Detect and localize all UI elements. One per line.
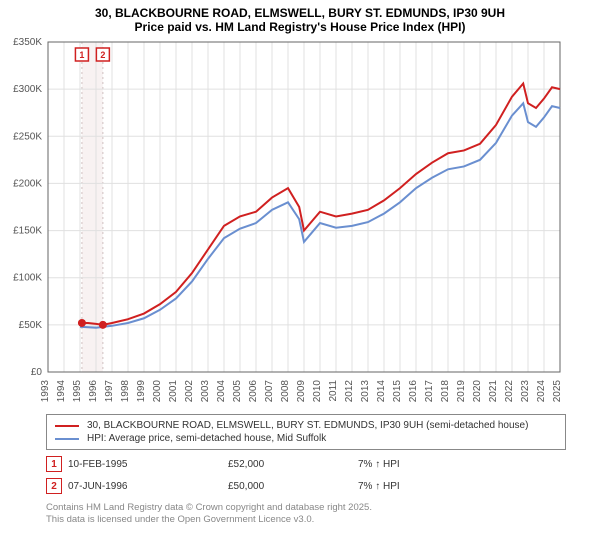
x-tick-label: 2019 bbox=[456, 380, 467, 403]
x-tick-label: 2010 bbox=[312, 380, 323, 403]
legend-swatch bbox=[55, 438, 79, 440]
x-tick-label: 2024 bbox=[536, 380, 547, 403]
x-tick-label: 2001 bbox=[168, 380, 179, 403]
x-tick-label: 2011 bbox=[328, 380, 339, 402]
x-tick-label: 2016 bbox=[408, 380, 419, 403]
y-tick-label: £0 bbox=[31, 367, 43, 378]
y-tick-label: £150K bbox=[13, 226, 42, 237]
x-tick-label: 2006 bbox=[248, 380, 259, 403]
sale-point bbox=[99, 321, 107, 329]
attribution-line-1: Contains HM Land Registry data © Crown c… bbox=[46, 502, 594, 514]
x-tick-label: 2007 bbox=[264, 380, 275, 403]
y-tick-label: £350K bbox=[13, 38, 42, 48]
legend-swatch bbox=[55, 425, 79, 427]
sale-point bbox=[78, 319, 86, 327]
y-tick-label: £100K bbox=[13, 273, 42, 284]
title-line-1: 30, BLACKBOURNE ROAD, ELMSWELL, BURY ST.… bbox=[6, 6, 594, 20]
sale-row: 2 07-JUN-1996£50,0007% ↑ HPI bbox=[46, 478, 594, 494]
sale-price: £52,000 bbox=[228, 459, 358, 470]
sale-marker-icon: 1 bbox=[46, 456, 62, 472]
legend-label: 30, BLACKBOURNE ROAD, ELMSWELL, BURY ST.… bbox=[87, 420, 528, 431]
x-tick-label: 2013 bbox=[360, 380, 371, 403]
sale-marker-number: 1 bbox=[79, 50, 84, 60]
sale-date: 10-FEB-1995 bbox=[68, 459, 228, 470]
sale-marker-icon: 2 bbox=[46, 478, 62, 494]
sale-hpi: 7% ↑ HPI bbox=[358, 459, 458, 470]
x-tick-label: 2014 bbox=[376, 380, 387, 403]
x-tick-label: 2025 bbox=[552, 380, 563, 403]
y-tick-label: £300K bbox=[13, 84, 42, 95]
x-tick-label: 2000 bbox=[152, 380, 163, 403]
x-tick-label: 1995 bbox=[72, 380, 83, 403]
legend-label: HPI: Average price, semi-detached house,… bbox=[87, 433, 326, 444]
y-tick-label: £250K bbox=[13, 131, 42, 142]
x-tick-label: 2008 bbox=[280, 380, 291, 403]
legend-item: 30, BLACKBOURNE ROAD, ELMSWELL, BURY ST.… bbox=[55, 419, 557, 432]
sale-marker-number: 2 bbox=[100, 50, 105, 60]
x-tick-label: 2005 bbox=[232, 380, 243, 403]
sales-table: 1 10-FEB-1995£52,0007% ↑ HPI 2 07-JUN-1996£… bbox=[6, 456, 594, 494]
x-tick-label: 2022 bbox=[504, 380, 515, 403]
legend: 30, BLACKBOURNE ROAD, ELMSWELL, BURY ST.… bbox=[46, 414, 566, 450]
sale-date: 07-JUN-1996 bbox=[68, 481, 228, 492]
chart-container: £0 £50K £100K £150K £200K £250K £300K £350K 1993… bbox=[6, 38, 594, 408]
y-tick-label: £50K bbox=[19, 320, 43, 331]
y-tick-label: £200K bbox=[13, 178, 42, 189]
x-tick-label: 2012 bbox=[344, 380, 355, 403]
x-tick-label: 2004 bbox=[216, 380, 227, 403]
x-tick-label: 2018 bbox=[440, 380, 451, 403]
x-tick-label: 2003 bbox=[200, 380, 211, 403]
attribution: Contains HM Land Registry data © Crown c… bbox=[46, 502, 594, 527]
title-line-2: Price paid vs. HM Land Registry's House … bbox=[6, 20, 594, 34]
x-tick-label: 1993 bbox=[40, 380, 51, 403]
x-tick-label: 2020 bbox=[472, 380, 483, 403]
x-tick-label: 2023 bbox=[520, 380, 531, 403]
x-tick-label: 1998 bbox=[120, 380, 131, 403]
legend-item: HPI: Average price, semi-detached house,… bbox=[55, 432, 557, 445]
sale-hpi: 7% ↑ HPI bbox=[358, 481, 458, 492]
x-tick-label: 2015 bbox=[392, 380, 403, 403]
x-tick-label: 1996 bbox=[88, 380, 99, 403]
sale-row: 1 10-FEB-1995£52,0007% ↑ HPI bbox=[46, 456, 594, 472]
chart-title-block: 30, BLACKBOURNE ROAD, ELMSWELL, BURY ST.… bbox=[6, 6, 594, 34]
sale-price: £50,000 bbox=[228, 481, 358, 492]
x-tick-label: 1997 bbox=[104, 380, 115, 403]
x-tick-label: 2021 bbox=[488, 380, 499, 403]
x-tick-label: 1999 bbox=[136, 380, 147, 403]
line-chart: £0 £50K £100K £150K £200K £250K £300K £350K 1993… bbox=[6, 38, 566, 408]
x-tick-label: 2017 bbox=[424, 380, 435, 403]
x-tick-label: 2002 bbox=[184, 380, 195, 403]
x-tick-label: 1994 bbox=[56, 380, 67, 403]
attribution-line-2: This data is licensed under the Open Gov… bbox=[46, 514, 594, 526]
x-tick-label: 2009 bbox=[296, 380, 307, 403]
